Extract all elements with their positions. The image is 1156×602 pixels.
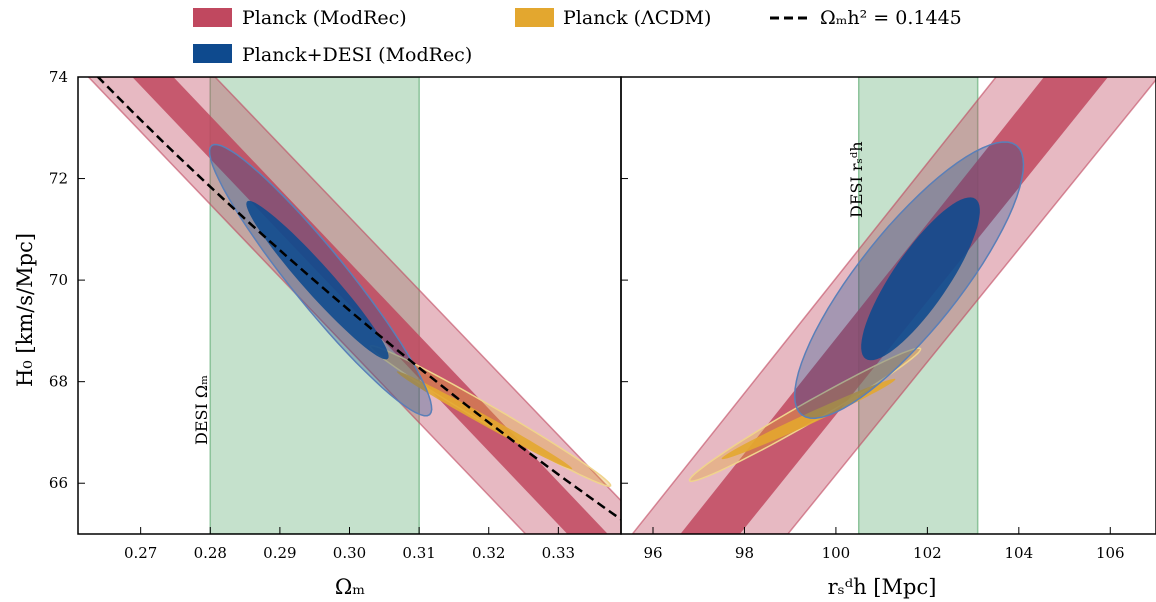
legend-swatch-planck-desi-modrec xyxy=(193,44,232,63)
planck-desi-modrec-68-contour-omega-m xyxy=(246,200,389,360)
x-tick-label-omega-m: 0.32 xyxy=(472,544,505,562)
legend-item-omh2-line: Ωₘh² = 0.1445 xyxy=(770,7,962,29)
x-tick-label-rsdh: 98 xyxy=(735,544,754,562)
panel-omega-m: 0.27 0.28 0.29 0.30 0.31 0.32 0.33 66 68 70 72 74 D… xyxy=(13,68,622,599)
legend-label-planck-lcdm: Planck (ΛCDM) xyxy=(563,7,711,29)
y-axis-label: H₀ [km/s/Mpc] xyxy=(13,233,37,387)
planck-lcdm-68-contour-rsdh xyxy=(721,378,896,460)
x-tick-label-omega-m: 0.30 xyxy=(333,544,366,562)
legend-item-planck-desi-modrec: Planck+DESI (ModRec) xyxy=(193,44,472,66)
legend-swatch-planck-modrec xyxy=(193,8,232,27)
plot-area-omega-m xyxy=(87,77,621,534)
omh2-dashed-line xyxy=(96,77,621,521)
x-tick-label-rsdh: 102 xyxy=(913,544,942,562)
ticks-omega-m: 0.27 0.28 0.29 0.30 0.31 0.32 0.33 66 68 70 72 74 xyxy=(49,68,575,562)
x-tick-label-rsdh: 106 xyxy=(1096,544,1125,562)
legend-label-omh2: Ωₘh² = 0.1445 xyxy=(820,7,962,29)
legend-label-planck-desi-modrec: Planck+DESI (ModRec) xyxy=(242,44,472,66)
y-tick-label: 74 xyxy=(49,68,68,86)
legend-item-planck-modrec: Planck (ModRec) xyxy=(193,7,407,29)
y-tick-label: 72 xyxy=(49,170,68,188)
axes-frame-rsdh xyxy=(620,76,1156,535)
plot-area-rsdh xyxy=(631,77,1156,534)
desi-omega-m-label: DESI Ωₘ xyxy=(192,375,211,445)
x-axis-label-omega-m: Ωₘ xyxy=(335,575,365,599)
x-tick-label-omega-m: 0.28 xyxy=(194,544,227,562)
x-tick-label-rsdh: 104 xyxy=(1005,544,1034,562)
legend-swatch-planck-lcdm xyxy=(515,8,554,27)
x-tick-label-omega-m: 0.29 xyxy=(263,544,296,562)
ticks-rsdh: 96 98 100 102 104 106 xyxy=(621,76,1125,562)
planck-desi-modrec-68-contour-rsdh xyxy=(861,197,980,361)
x-tick-label-omega-m: 0.33 xyxy=(542,544,575,562)
x-tick-label-rsdh: 100 xyxy=(822,544,851,562)
y-tick-label: 66 xyxy=(49,474,68,492)
y-tick-label: 68 xyxy=(49,373,68,391)
x-tick-label-omega-m: 0.31 xyxy=(402,544,435,562)
legend: Planck (ModRec) Planck (ΛCDM) Ωₘh² = 0.1… xyxy=(193,7,962,66)
y-tick-label: 70 xyxy=(49,271,68,289)
legend-label-planck-modrec: Planck (ModRec) xyxy=(242,7,407,29)
legend-item-planck-lcdm: Planck (ΛCDM) xyxy=(515,7,711,29)
panel-rsdh: 96 98 100 102 104 106 DESI rₛᵈh rₛᵈh [Mpc] xyxy=(620,76,1156,599)
x-tick-label-rsdh: 96 xyxy=(643,544,662,562)
desi-rsdh-label: DESI rₛᵈh xyxy=(847,141,866,218)
x-tick-label-omega-m: 0.27 xyxy=(124,544,157,562)
x-axis-label-rsdh: rₛᵈh [Mpc] xyxy=(828,575,937,599)
